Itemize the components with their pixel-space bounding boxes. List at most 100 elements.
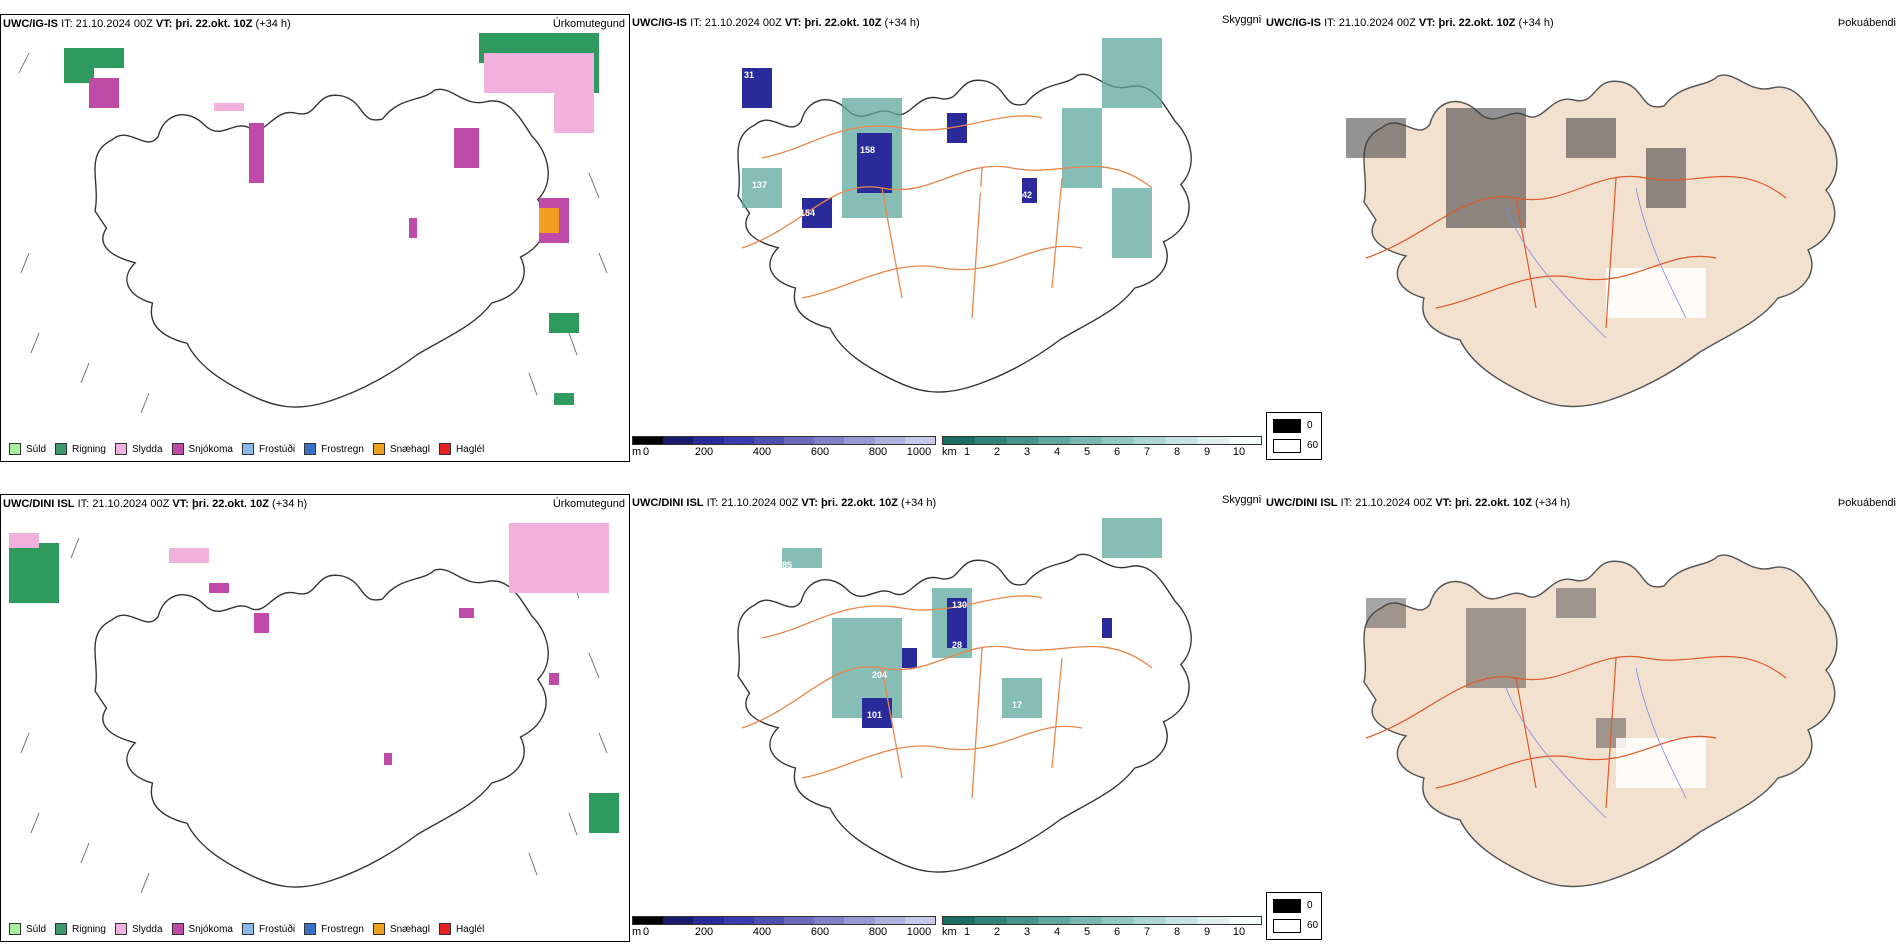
vis-value-label: 28 [952,640,962,650]
vis-value-label: 154 [800,208,815,218]
scale-unit: km [942,446,957,458]
legend-item: Frostúði [241,923,296,935]
scale-tick: 8 [1173,926,1181,938]
legend-swatch [171,923,184,935]
legend-label: Súld [26,923,47,935]
legend-item: Haglél [438,443,485,455]
panel-title: UWC/IG-IS IT: 21.10.2024 00Z VT: þri. 22… [1266,17,1554,29]
legend-label: Frostúði [258,443,296,455]
fog-legend: 0 60 [1266,892,1322,940]
precip-type-panel-row1: UWC/IG-IS IT: 21.10.2024 00Z VT: þri. 22… [0,14,630,462]
precip-map [9,523,619,894]
fog-legend-swatch-light [1273,919,1301,933]
legend-label: Rigning [72,443,106,455]
legend-label: Haglél [455,923,485,935]
scale-tick: 10 [1232,926,1246,938]
legend-item: Frostúði [241,443,296,455]
scale-tick: 1000 [906,446,932,458]
visibility-panel-row1: UWC/IG-IS IT: 21.10.2024 00Z VT: þri. 22… [632,14,1262,462]
fog-legend-swatch-dark [1273,899,1301,913]
vis-value-label: 137 [752,180,767,190]
vis-value-label: 158 [860,145,875,155]
legend-swatch [241,923,254,935]
legend-swatch [241,443,254,455]
scale-tick: 1 [963,446,971,458]
legend-label: Frostúði [258,923,296,935]
scale-tick: 1 [963,926,971,938]
visibility-m-scale: m 0 200 400 600 800 1000 [632,436,936,459]
scale-tick: 4 [1053,926,1061,938]
vis-value-label: 31 [744,70,754,80]
legend-label: Snjókoma [188,443,233,455]
legend-item: Rigning [55,443,106,455]
legend-label: Rigning [72,923,106,935]
scale-tick: 400 [752,446,772,458]
scale-tick: 800 [868,926,888,938]
scale-tick: 6 [1113,446,1121,458]
scale-unit: m [632,446,642,458]
scale-tick: 0 [642,926,650,938]
panel-name: Úrkomutegund [552,18,625,30]
legend-label: Slydda [131,923,163,935]
legend-swatch [9,923,21,935]
scale-tick: 800 [868,446,888,458]
legend-swatch [55,443,68,455]
scale-tick: 2 [993,446,1001,458]
vis-value-label: 101 [867,710,882,720]
scale-tick: 200 [694,926,714,938]
visibility-map: 31 158 137 102 154 298 42 [737,38,1192,393]
panel-title: UWC/DINI ISL IT: 21.10.2024 00Z VT: þri.… [632,497,937,509]
panel-title: UWC/IG-IS IT: 21.10.2024 00Z VT: þri. 22… [632,17,920,29]
legend-label: Frostregn [321,443,364,455]
legend-item: Slydda [114,923,163,935]
visibility-panel-row2: UWC/DINI ISL IT: 21.10.2024 00Z VT: þri.… [632,494,1262,942]
legend-swatch [438,443,451,455]
fog-legend-value: 60 [1307,440,1319,451]
vis-value-label: 85 [782,560,792,570]
panel-name: Þokuábendi [1837,497,1896,509]
legend-label: Snæhagl [389,443,430,455]
legend-label: Haglél [455,443,485,455]
visibility-m-scale: m 0 200 400 600 800 1000 [632,916,936,939]
legend-swatch [438,923,451,935]
precip-map [18,33,608,414]
vis-value-label: 102 [832,220,847,230]
legend-swatch [55,923,68,935]
scale-tick: 200 [694,446,714,458]
legend-swatch [372,923,385,935]
scale-unit: m [632,926,642,938]
scale-tick: 0 [642,446,650,458]
panel-name: Úrkomutegund [552,498,625,510]
vis-value-label: 130 [952,600,967,610]
scale-tick: 7 [1143,446,1151,458]
vis-value-label: 298 [972,185,987,195]
legend-swatch [304,443,317,455]
legend-item: Snæhagl [372,443,430,455]
panel-name: Þokuábendi [1837,17,1896,29]
legend-item: Rigning [55,923,106,935]
legend-swatch [9,443,21,455]
legend-item: Snæhagl [372,923,430,935]
legend-item: Slydda [114,443,163,455]
legend-item: Snjókoma [171,443,233,455]
legend-swatch [372,443,385,455]
fog-map [1346,74,1838,408]
scale-tick: 6 [1113,926,1121,938]
fog-map [1363,554,1838,888]
legend-item: Frostregn [304,923,364,935]
precip-legend: Súld Rigning Slydda Snjókoma Frostúði Fr… [9,443,484,455]
legend-swatch [304,923,317,935]
legend-label: Frostregn [321,923,364,935]
panel-title: UWC/IG-IS IT: 21.10.2024 00Z VT: þri. 22… [3,18,291,30]
scale-tick: 3 [1023,446,1031,458]
fog-legend-swatch-dark [1273,419,1301,433]
scale-tick: 9 [1203,926,1211,938]
scale-tick: 7 [1143,926,1151,938]
legend-item: Súld [9,443,46,455]
legend-item: Snjókoma [171,923,233,935]
fog-legend: 0 60 [1266,412,1322,460]
legend-swatch [114,443,127,455]
scale-tick: 600 [810,926,830,938]
visibility-km-scale: km 1 2 3 4 5 6 7 8 9 10 [942,436,1262,459]
vis-value-label: 204 [872,670,887,680]
